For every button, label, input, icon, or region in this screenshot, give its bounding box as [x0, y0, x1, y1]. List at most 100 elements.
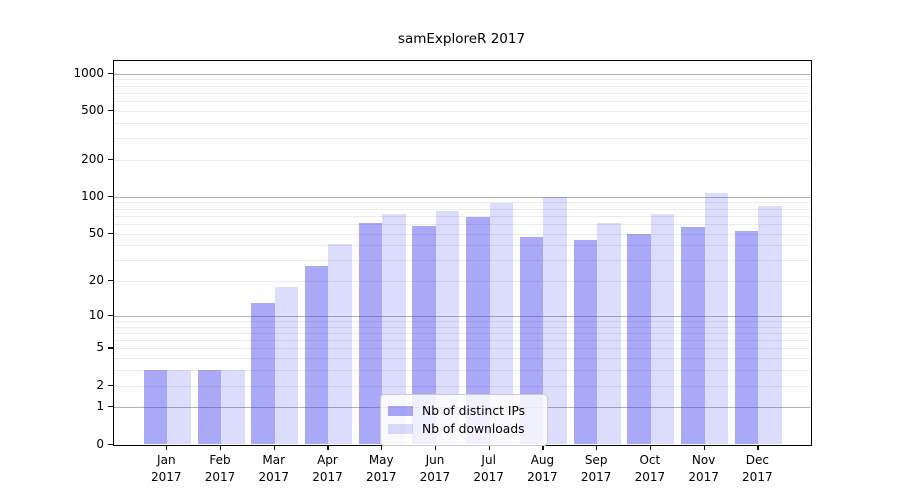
x-tick-mark [542, 445, 544, 450]
bar-downloads [382, 213, 406, 445]
bar-downloads [328, 243, 352, 445]
legend: Nb of distinct IPs Nb of downloads [380, 394, 548, 446]
y-tick-mark [108, 314, 113, 317]
y-tick-mark [108, 232, 113, 234]
bar-distinct-ips [627, 233, 651, 445]
chart-title: samExploreR 2017 [397, 31, 526, 47]
y-gridline-minor [114, 385, 811, 387]
y-gridline-minor [114, 215, 811, 217]
y-gridline-minor [114, 348, 811, 350]
y-gridline-minor [114, 122, 811, 124]
y-tick-mark [108, 158, 113, 161]
x-tick-mark [220, 445, 222, 450]
y-gridline-minor [114, 358, 811, 360]
x-tick-mark [273, 445, 275, 450]
bar-downloads [435, 210, 460, 445]
x-tick-mark [381, 445, 383, 450]
legend-swatch-downloads [388, 424, 413, 434]
y-tick-label: 100 [81, 188, 104, 203]
y-gridline-minor [114, 281, 811, 283]
y-tick-mark [108, 384, 113, 386]
y-tick-mark [108, 347, 113, 349]
bar-downloads [650, 213, 675, 445]
y-tick-label: 20 [88, 273, 104, 288]
bar-distinct-ips [304, 265, 329, 445]
y-gridline-minor [114, 85, 811, 87]
bar-downloads [758, 206, 782, 445]
x-tick-mark [649, 445, 652, 450]
bar-downloads [221, 370, 245, 445]
y-gridline-major [114, 196, 811, 198]
y-tick-label: 1 [96, 399, 104, 414]
y-tick-mark [108, 109, 113, 112]
x-tick-label: Jun 2017 [419, 453, 451, 484]
y-gridline-minor [114, 326, 811, 328]
bar-distinct-ips [143, 370, 168, 445]
legend-swatch-distinct-ips [388, 406, 413, 416]
y-gridline-minor [114, 370, 811, 372]
y-gridline-major [114, 315, 811, 317]
y-tick-label: 50 [88, 225, 104, 240]
y-tick-mark [108, 72, 113, 74]
y-tick-label: 500 [81, 102, 104, 117]
legend-item-distinct-ips: Nb of distinct IPs [388, 403, 539, 419]
y-gridline-minor [114, 79, 811, 81]
y-tick-label: 10 [88, 307, 104, 322]
y-tick-mark [108, 443, 113, 445]
x-tick-label: Sep 2017 [580, 453, 612, 484]
x-tick-label: Oct 2017 [634, 453, 666, 484]
x-tick-label: Jul 2017 [473, 453, 504, 484]
bar-distinct-ips [251, 302, 275, 445]
y-tick-label: 0 [96, 436, 104, 451]
y-gridline-minor [114, 92, 811, 94]
y-tick-mark [108, 406, 113, 408]
x-tick-label: Jan 2017 [151, 453, 182, 484]
x-tick-mark [166, 445, 168, 450]
x-tick-mark [596, 445, 598, 450]
bar-distinct-ips [681, 226, 705, 445]
bar-downloads [704, 193, 729, 445]
y-gridline-major [114, 73, 811, 75]
y-gridline-minor [114, 138, 811, 140]
x-tick-label: Apr 2017 [312, 453, 343, 484]
x-tick-label: Nov 2017 [688, 453, 719, 484]
y-tick-label: 1000 [73, 65, 104, 80]
legend-item-downloads: Nb of downloads [388, 421, 539, 437]
bar-distinct-ips [734, 231, 759, 445]
bar-distinct-ips [573, 240, 598, 445]
y-gridline-minor [114, 110, 811, 112]
y-tick-label: 200 [81, 151, 104, 166]
bar-distinct-ips [519, 236, 544, 445]
plot-area: Nb of distinct IPs Nb of downloads [113, 60, 812, 446]
x-tick-mark [327, 445, 329, 450]
bar-downloads [597, 223, 621, 445]
x-tick-mark [488, 445, 490, 450]
x-tick-label: Mar 2017 [258, 453, 290, 484]
x-tick-label: Aug 2017 [527, 453, 558, 484]
bar-downloads [274, 286, 299, 445]
y-gridline-minor [114, 332, 811, 334]
bar-downloads [489, 203, 514, 445]
bar-distinct-ips [412, 225, 436, 445]
y-gridline-minor [114, 320, 811, 322]
y-tick-mark [108, 195, 113, 198]
x-tick-label: May 2017 [365, 453, 397, 484]
bar-distinct-ips [197, 370, 222, 445]
legend-label-distinct-ips: Nb of distinct IPs [422, 404, 526, 418]
y-tick-label: 5 [96, 340, 104, 355]
y-gridline-minor [114, 208, 811, 210]
legend-label-downloads: Nb of downloads [422, 422, 525, 436]
x-tick-mark [703, 445, 705, 450]
y-gridline-minor [114, 340, 811, 342]
y-gridline-minor [114, 260, 811, 262]
y-gridline-minor [114, 159, 811, 161]
y-tick-mark [108, 280, 113, 282]
y-gridline-minor [114, 202, 811, 204]
y-gridline-minor [114, 245, 811, 247]
bar-distinct-ips [358, 223, 383, 445]
bar-distinct-ips [466, 216, 490, 445]
y-tick-label: 2 [96, 377, 104, 392]
bar-downloads [543, 196, 567, 445]
x-tick-mark [757, 445, 759, 450]
